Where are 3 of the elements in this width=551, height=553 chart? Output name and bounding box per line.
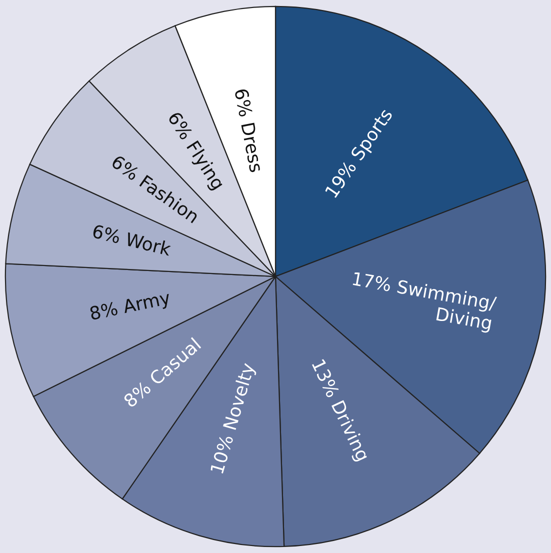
slice-label: 6% Work [92,224,172,256]
slice-label: 8% Army [89,290,172,324]
slice-label: 6% Dress [234,88,264,173]
